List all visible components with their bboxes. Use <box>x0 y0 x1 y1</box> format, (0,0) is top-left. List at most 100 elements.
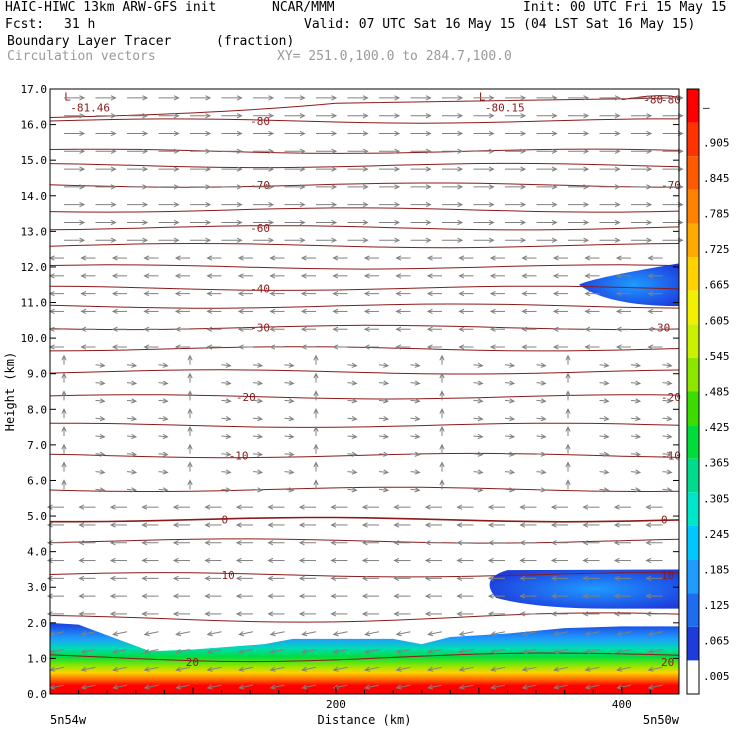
circulation-vector <box>410 453 420 456</box>
vector-head <box>457 148 464 154</box>
vector-head <box>540 398 547 404</box>
vector-head <box>614 237 621 243</box>
vector-head <box>552 308 559 315</box>
vector-head <box>236 166 243 172</box>
vector-head <box>236 237 243 243</box>
vector-head <box>257 416 264 422</box>
circulation-vector <box>347 417 357 420</box>
vector-head <box>489 308 496 315</box>
vector-head <box>110 113 117 119</box>
vector-head <box>313 354 319 361</box>
vector-head <box>583 219 590 226</box>
vector-head <box>225 380 232 386</box>
vector-head <box>330 522 337 528</box>
circulation-vector <box>536 399 546 402</box>
vector-head <box>187 479 193 486</box>
vector-head <box>565 461 571 468</box>
vector-head <box>301 648 308 655</box>
vector-head <box>174 344 181 350</box>
vector-head <box>425 113 432 119</box>
vector-head <box>565 479 571 486</box>
vector-head <box>414 487 421 493</box>
vector-head <box>313 425 319 432</box>
vector-head <box>395 344 402 350</box>
vector-head <box>143 344 150 350</box>
vector-head <box>79 148 86 154</box>
vector-head <box>509 451 516 457</box>
contour-label: -70 <box>661 179 681 192</box>
circulation-vector <box>347 382 357 384</box>
circulation-vector <box>617 684 632 689</box>
vector-head <box>225 416 232 422</box>
vector-head <box>488 184 495 190</box>
y-tick-label: 14.0 <box>21 190 48 203</box>
vector-head <box>78 611 85 617</box>
circulation-vector <box>252 364 263 367</box>
vector-head <box>426 291 433 297</box>
org-label: NCAR/MMM <box>272 0 335 15</box>
circulation-vector <box>221 453 231 456</box>
vector-head <box>99 469 106 475</box>
vector-head <box>205 184 212 190</box>
circulation-vector <box>630 488 641 491</box>
vector-head <box>173 95 180 101</box>
vector-head <box>647 326 654 332</box>
circulation-vector <box>221 435 231 438</box>
vector-head <box>425 237 432 243</box>
vector-head <box>61 425 67 432</box>
vector-head <box>162 469 169 475</box>
colorbar-swatch <box>687 357 699 392</box>
vector-head <box>110 184 117 190</box>
circulation-vector <box>284 488 294 491</box>
vector-head <box>456 593 463 599</box>
vector-head <box>550 557 557 564</box>
vector-head <box>414 398 421 404</box>
vector-head <box>439 461 445 468</box>
vector-head <box>141 504 148 510</box>
isotherm-line <box>49 452 680 459</box>
circulation-vector <box>410 382 420 384</box>
vector-head <box>439 479 445 486</box>
vector-head <box>457 219 464 226</box>
vector-head <box>173 184 180 190</box>
vector-head <box>299 113 306 119</box>
vector-head <box>426 344 433 350</box>
colorbar-label: .845 <box>703 172 730 185</box>
vector-head <box>175 648 182 655</box>
vector-head <box>616 666 623 672</box>
vector-head <box>363 273 370 279</box>
vector-head <box>425 148 432 154</box>
isotherm-line <box>49 207 680 213</box>
colorbar-swatch <box>687 391 699 426</box>
circulation-vector <box>270 666 285 671</box>
circulation-vector <box>176 649 191 653</box>
vector-head <box>487 522 494 528</box>
vector-head <box>269 631 276 637</box>
vector-head <box>584 666 591 672</box>
circulation-vector <box>473 382 483 384</box>
circulation-vector <box>270 684 285 689</box>
vector-head <box>187 390 193 397</box>
vector-head <box>458 684 465 690</box>
circulation-vector <box>284 417 294 420</box>
circulation-vector <box>617 631 632 635</box>
vector-head <box>61 354 67 361</box>
circulation-vector <box>284 471 294 473</box>
vector-head <box>235 611 242 617</box>
vector-head <box>520 166 527 172</box>
vector-head <box>458 291 465 297</box>
vector-head <box>427 631 434 637</box>
vector-head <box>395 308 402 315</box>
colorbar-swatch <box>687 189 699 224</box>
circulation-vector <box>554 631 569 635</box>
circulation-vector <box>333 666 348 671</box>
vector-head <box>299 130 306 137</box>
vector-head <box>235 522 242 528</box>
vector-head <box>583 148 590 154</box>
circulation-vector <box>302 631 317 635</box>
vector-head <box>78 540 85 546</box>
vector-head <box>351 433 358 440</box>
circulation-vector <box>378 364 389 367</box>
circulation-vector <box>144 631 159 635</box>
vector-head <box>614 219 621 226</box>
